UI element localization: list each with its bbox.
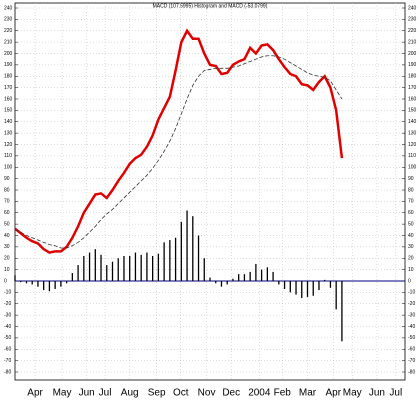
y-tick-label: 100 <box>408 165 417 171</box>
y-tick-label: -70 <box>408 358 415 364</box>
x-tick-label: Nov <box>198 388 216 399</box>
y-tick-label: 150 <box>408 108 417 114</box>
x-tick-label: Apr <box>27 388 43 399</box>
y-tick-label: 100 <box>4 165 13 171</box>
y-tick-label: 40 <box>4 233 10 239</box>
y-tick-label: 220 <box>4 28 13 34</box>
y-tick-label: -40 <box>408 324 415 330</box>
chart-title: MACD (107.5995) Histogram and MACD (-53.… <box>153 3 268 9</box>
y-tick-label: 70 <box>408 199 414 205</box>
y-tick-label: 170 <box>408 85 417 91</box>
y-tick-label: 210 <box>408 39 417 45</box>
y-tick-label: 180 <box>4 74 13 80</box>
y-tick-label: 90 <box>408 176 414 182</box>
x-tick-label: Oct <box>173 388 189 399</box>
y-tick-label: -10 <box>4 290 11 296</box>
y-tick-label: 190 <box>408 62 417 68</box>
y-tick-label: 60 <box>408 210 414 216</box>
y-tick-label: 120 <box>4 142 13 148</box>
x-tick-label: 2004 <box>248 388 271 399</box>
y-tick-label: 230 <box>408 17 417 23</box>
y-tick-label: 180 <box>408 74 417 80</box>
y-tick-label: 50 <box>4 221 10 227</box>
y-tick-label: -20 <box>408 301 415 307</box>
y-tick-label: -60 <box>4 347 11 353</box>
y-tick-label: 140 <box>4 119 13 125</box>
y-tick-label: -40 <box>4 324 11 330</box>
x-tick-label: Jun <box>79 388 95 399</box>
y-tick-label: 20 <box>408 256 414 262</box>
y-tick-label: 10 <box>4 267 10 273</box>
y-tick-label: 30 <box>408 244 414 250</box>
x-tick-label: May <box>343 388 362 399</box>
y-tick-label: -50 <box>408 335 415 341</box>
y-tick-label: 200 <box>4 51 13 57</box>
y-tick-label: 110 <box>408 153 416 159</box>
y-tick-label: -30 <box>408 312 415 318</box>
y-tick-label: 190 <box>4 62 13 68</box>
y-tick-label: 0 <box>408 278 411 284</box>
y-tick-label: 150 <box>4 108 13 114</box>
x-tick-label: Jul <box>389 388 402 399</box>
y-tick-label: 170 <box>4 85 13 91</box>
y-tick-label: 200 <box>408 51 417 57</box>
x-tick-label: Feb <box>274 388 292 399</box>
x-tick-label: Dec <box>222 388 240 399</box>
y-tick-label: 210 <box>4 39 13 45</box>
y-tick-label: 230 <box>4 17 13 23</box>
x-tick-label: Jun <box>369 388 385 399</box>
y-tick-label: -80 <box>408 369 415 375</box>
y-tick-label: 140 <box>408 119 417 125</box>
y-tick-label: -80 <box>4 369 11 375</box>
y-tick-label: 0 <box>4 278 7 284</box>
y-tick-label: 90 <box>4 176 10 182</box>
x-tick-label: Jul <box>99 388 112 399</box>
y-tick-label: -60 <box>408 347 415 353</box>
x-tick-label: Apr <box>326 388 342 399</box>
x-tick-label: Sep <box>148 388 166 399</box>
x-tick-label: May <box>53 388 72 399</box>
y-tick-label: 220 <box>408 28 417 34</box>
y-tick-label: 30 <box>4 244 10 250</box>
y-tick-label: 50 <box>408 221 414 227</box>
y-tick-label: 70 <box>4 199 10 205</box>
y-tick-label: -30 <box>4 312 11 318</box>
y-tick-label: 130 <box>408 130 417 136</box>
y-tick-label: -10 <box>408 290 415 296</box>
y-tick-label: 60 <box>4 210 10 216</box>
y-tick-label: -50 <box>4 335 11 341</box>
x-tick-label: Aug <box>121 388 139 399</box>
y-tick-label: 240 <box>4 5 13 11</box>
plot-frame <box>14 2 406 381</box>
y-tick-label: 80 <box>408 187 414 193</box>
y-tick-label: 20 <box>4 256 10 262</box>
y-tick-label: 160 <box>408 96 417 102</box>
y-tick-label: 10 <box>408 267 414 273</box>
y-tick-label: 130 <box>4 130 13 136</box>
y-tick-label: 120 <box>408 142 417 148</box>
y-tick-label: 40 <box>408 233 414 239</box>
x-tick-label: Mar <box>299 388 317 399</box>
y-tick-label: 160 <box>4 96 13 102</box>
y-tick-label: 110 <box>4 153 12 159</box>
y-tick-label: -20 <box>4 301 11 307</box>
y-tick-label: 240 <box>408 5 417 11</box>
y-tick-label: -70 <box>4 358 11 364</box>
y-tick-label: 80 <box>4 187 10 193</box>
macd-line <box>14 28 344 254</box>
